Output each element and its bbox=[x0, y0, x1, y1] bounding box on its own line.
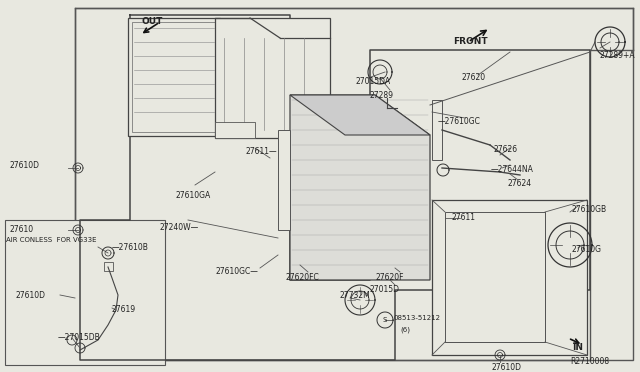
Text: —27610B: —27610B bbox=[112, 244, 149, 253]
Bar bbox=[104, 262, 113, 271]
Text: 27611—: 27611— bbox=[245, 148, 276, 157]
Text: 27624: 27624 bbox=[507, 179, 531, 187]
Text: 27620F: 27620F bbox=[375, 273, 403, 282]
Text: 27610D: 27610D bbox=[15, 291, 45, 299]
Text: 27610GA: 27610GA bbox=[175, 190, 211, 199]
Text: IN: IN bbox=[572, 343, 583, 353]
Text: 27626: 27626 bbox=[494, 145, 518, 154]
Text: 08513-51212: 08513-51212 bbox=[394, 315, 441, 321]
Polygon shape bbox=[290, 95, 430, 135]
Bar bbox=[5, 220, 165, 365]
Bar bbox=[215, 18, 330, 138]
Bar bbox=[132, 22, 216, 132]
Bar bbox=[215, 122, 255, 138]
Text: 27611: 27611 bbox=[452, 214, 476, 222]
Text: 27610D: 27610D bbox=[10, 160, 40, 170]
Text: 27619: 27619 bbox=[112, 305, 136, 314]
Polygon shape bbox=[290, 95, 430, 280]
Bar bbox=[432, 100, 442, 160]
Text: OUT: OUT bbox=[142, 17, 163, 26]
Text: —27015DB: —27015DB bbox=[58, 334, 100, 343]
Text: 27620: 27620 bbox=[462, 74, 486, 83]
Bar bbox=[278, 130, 290, 230]
Text: 27610G: 27610G bbox=[572, 246, 602, 254]
Text: —27644NA: —27644NA bbox=[491, 166, 534, 174]
Bar bbox=[128, 18, 220, 136]
Text: AIR CONLESS  FOR VG33E: AIR CONLESS FOR VG33E bbox=[6, 237, 97, 243]
Bar bbox=[432, 200, 587, 355]
Text: FRONT: FRONT bbox=[453, 38, 488, 46]
Text: 27610GC—: 27610GC— bbox=[215, 267, 258, 276]
Text: 27732M: 27732M bbox=[340, 291, 371, 299]
Text: 27289+A: 27289+A bbox=[600, 51, 636, 60]
Text: —27610GC: —27610GC bbox=[438, 118, 481, 126]
Text: 27240W—: 27240W— bbox=[160, 224, 199, 232]
Bar bbox=[445, 212, 545, 342]
Text: 27610D: 27610D bbox=[492, 363, 522, 372]
Text: (6): (6) bbox=[400, 327, 410, 333]
Text: 27015DA: 27015DA bbox=[355, 77, 390, 87]
Bar bbox=[75, 8, 633, 360]
Text: 27610: 27610 bbox=[10, 225, 34, 234]
Text: 27015D: 27015D bbox=[370, 285, 400, 295]
Text: 27610GB: 27610GB bbox=[572, 205, 607, 215]
Text: R2710008: R2710008 bbox=[570, 357, 609, 366]
Text: 27620FC: 27620FC bbox=[285, 273, 319, 282]
Text: 27289: 27289 bbox=[370, 90, 394, 99]
Text: S: S bbox=[383, 317, 387, 323]
